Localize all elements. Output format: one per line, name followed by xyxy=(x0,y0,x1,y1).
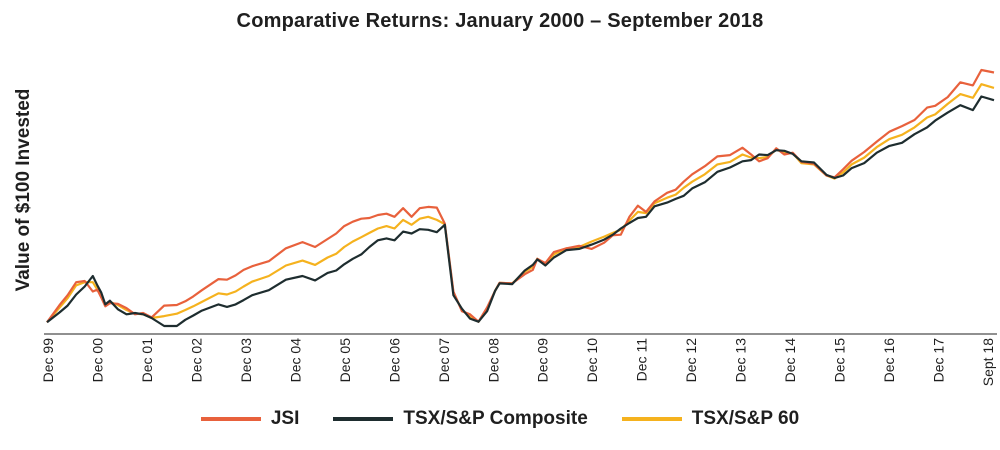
x-tick-label: Dec 16 xyxy=(881,338,897,383)
plot-lines xyxy=(46,68,995,328)
x-tick-label: Dec 13 xyxy=(733,338,749,383)
x-tick-label: Dec 08 xyxy=(485,338,501,383)
x-tick-label: Dec 14 xyxy=(782,338,798,383)
series-line-jsi xyxy=(46,68,995,323)
legend-label-jsi: JSI xyxy=(270,408,300,429)
legend-label-tsx60: TSX/S&P 60 xyxy=(691,408,800,429)
legend-swatch-composite xyxy=(333,417,394,421)
chart-title: Comparative Returns: January 2000 – Sept… xyxy=(236,10,764,32)
series-line-tsx60 xyxy=(46,83,995,324)
x-tick-label: Dec 01 xyxy=(139,338,155,383)
x-tick-label: Dec 12 xyxy=(683,338,699,383)
legend-item-composite: TSX/S&P Composite xyxy=(333,408,588,430)
series-line-composite xyxy=(46,95,995,328)
x-tick-label: Dec 09 xyxy=(535,338,551,383)
chart-plot: Dec 99 Dec 00 Dec 01 Dec 02 Dec 03 Dec 04 Dec … xyxy=(40,68,997,386)
legend-swatch-jsi xyxy=(200,417,261,421)
x-tick-label: Dec 99 xyxy=(40,338,56,383)
x-tick-label: Dec 04 xyxy=(287,338,303,383)
x-tick-label: Dec 10 xyxy=(584,338,600,383)
x-tick-label: Sept 18 xyxy=(980,338,996,386)
x-tick-label: Dec 02 xyxy=(188,338,204,383)
legend-item-jsi: JSI xyxy=(200,408,300,430)
x-tick-label: Dec 15 xyxy=(832,338,848,383)
x-tick-label: Dec 11 xyxy=(634,338,650,382)
x-tick-label: Dec 17 xyxy=(931,338,947,383)
x-axis-ticks: Dec 99 Dec 00 Dec 01 Dec 02 Dec 03 Dec 04 Dec … xyxy=(40,338,996,386)
legend-label-composite: TSX/S&P Composite xyxy=(403,408,588,429)
legend-item-tsx60: TSX/S&P 60 xyxy=(621,408,800,430)
x-tick-label: Dec 00 xyxy=(89,338,105,383)
x-tick-label: Dec 05 xyxy=(337,338,353,383)
x-tick-label: Dec 07 xyxy=(436,338,452,383)
x-tick-label: Dec 06 xyxy=(386,338,402,383)
legend: JSI TSX/S&P Composite TSX/S&P 60 xyxy=(0,408,1000,430)
legend-swatch-tsx60 xyxy=(621,417,682,421)
x-tick-label: Dec 03 xyxy=(238,338,254,383)
